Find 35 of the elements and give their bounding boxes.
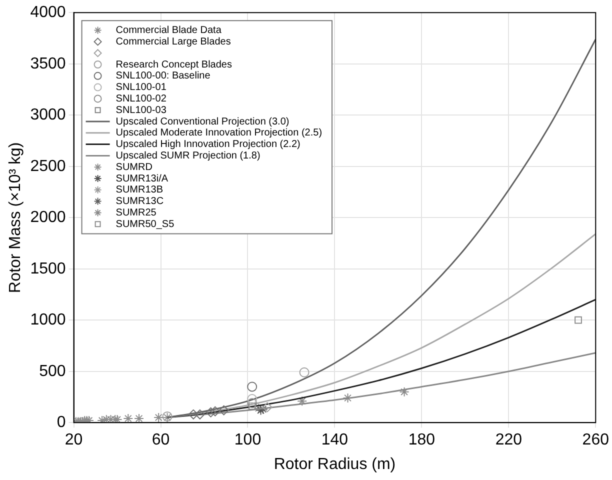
x-tick-label: 20 (64, 432, 83, 449)
y-tick-label: 3500 (30, 55, 66, 72)
legend-label: SUMR13B (116, 184, 164, 196)
legend-label: SNL100-03 (116, 104, 167, 116)
legend-label: SNL100-01 (116, 82, 167, 94)
legend-label: SUMR13i/A (116, 173, 168, 184)
x-tick-label: 220 (495, 432, 522, 449)
legend-label: Upscaled Moderate Innovation Projection (2.5) (116, 128, 322, 139)
legend-label: Upscaled Conventional Projection (3.0) (116, 116, 290, 128)
y-axis-title: Rotor Mass (×10³ kg) (7, 142, 24, 293)
y-tick-label: 4000 (30, 4, 66, 22)
legend-label: Upscaled High Innovation Projection (2.2) (116, 139, 300, 150)
legend-label: SNL100-00: Baseline (116, 70, 211, 82)
legend-label: SNL100-02 (116, 93, 167, 104)
x-tick-label: 140 (321, 432, 348, 449)
y-tick-label: 2000 (30, 209, 66, 226)
x-tick-label: 180 (408, 432, 436, 449)
y-tick-label: 0 (56, 414, 66, 432)
legend-label: SUMR25 (116, 207, 157, 218)
y-tick-label: 3000 (30, 106, 66, 124)
x-axis-title: Rotor Radius (m) (274, 456, 396, 473)
legend-label: Commercial Blade Data (116, 25, 222, 36)
x-tick-label: 260 (582, 432, 610, 449)
legend-label: SUMR50_S5 (116, 218, 175, 230)
legend-label: Commercial Large Blades (116, 36, 231, 48)
legend-label: SUMRD (116, 162, 152, 173)
y-tick-label: 1000 (30, 312, 66, 329)
y-tick-label: 2500 (30, 158, 66, 175)
x-tick-label: 60 (152, 432, 170, 449)
x-tick-label: 100 (234, 432, 262, 449)
legend-label: Research Concept Blades (116, 59, 232, 70)
y-tick-label: 500 (39, 362, 66, 380)
y-tick-label: 1500 (30, 260, 66, 278)
legend-label: Upscaled SUMR Projection (1.8) (116, 150, 260, 162)
legend-label: SUMR13C (116, 196, 164, 208)
